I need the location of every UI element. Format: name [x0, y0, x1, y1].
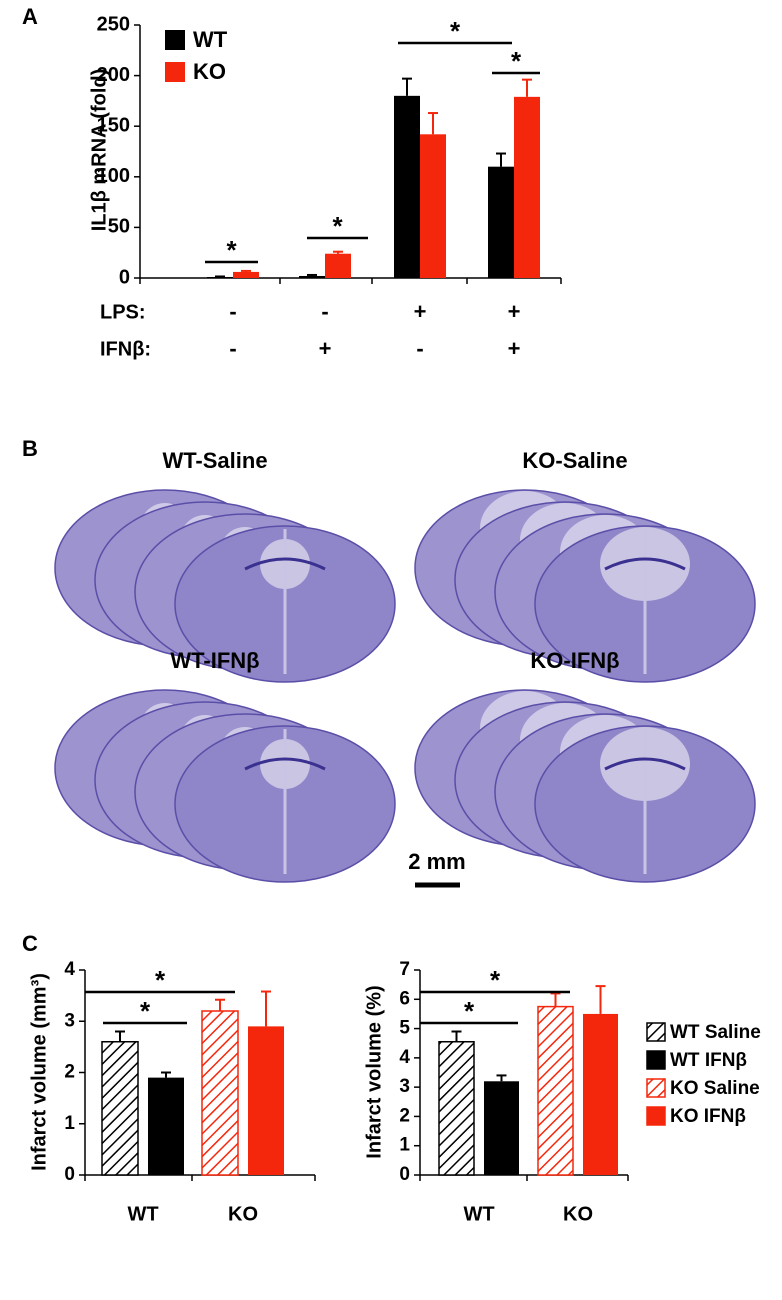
significance-star: *: [140, 996, 151, 1026]
bar: [248, 1026, 284, 1175]
y-tick-label: 1: [64, 1113, 75, 1134]
legend-swatch: [646, 1022, 666, 1042]
image-label: KO-IFNβ: [530, 648, 619, 673]
condition-value: +: [414, 299, 427, 324]
image-label: KO-Saline: [522, 448, 627, 473]
y-axis-label: IL1β mRNA (fold): [88, 69, 110, 232]
bar: [438, 1041, 475, 1176]
condition-value: -: [229, 336, 236, 361]
y-tick-label: 3: [399, 1076, 410, 1097]
y-axis-label: Infarct volume (mm³): [28, 973, 50, 1171]
significance-star: *: [155, 965, 166, 995]
bar: [394, 95, 420, 278]
legend-label: WT IFNβ: [670, 1050, 747, 1071]
legend-label: KO IFNβ: [670, 1106, 746, 1127]
panel-label: C: [22, 931, 38, 956]
bar: [420, 134, 446, 278]
significance-star: *: [490, 965, 501, 995]
bar: [299, 275, 325, 278]
bar: [583, 1013, 618, 1175]
y-tick-label: 2: [399, 1105, 410, 1126]
significance-star: *: [450, 16, 461, 46]
significance-star: *: [511, 46, 522, 76]
significance-star: *: [226, 235, 237, 265]
y-tick-label: 7: [399, 959, 410, 980]
y-tick-label: 0: [64, 1164, 75, 1185]
condition-value: +: [508, 299, 521, 324]
x-tick-label: KO: [228, 1203, 258, 1225]
y-tick-label: 3: [64, 1010, 75, 1031]
bar: [207, 276, 233, 278]
condition-label: LPS:: [100, 301, 146, 323]
y-axis-label: Infarct volume (%): [363, 985, 385, 1158]
ventricle: [604, 757, 686, 771]
x-tick-label: WT: [127, 1203, 158, 1225]
ventricle: [244, 557, 326, 571]
y-tick-label: 0: [399, 1164, 410, 1185]
y-tick-label: 2: [64, 1062, 75, 1083]
image-label: WT-Saline: [162, 448, 267, 473]
condition-value: -: [229, 299, 236, 324]
y-tick-label: 0: [119, 266, 130, 288]
bar: [537, 1005, 574, 1176]
bar: [488, 166, 514, 278]
scale-bar-label: 2 mm: [408, 849, 465, 874]
significance-star: *: [332, 211, 343, 241]
legend-label: KO: [193, 59, 226, 84]
bar: [201, 1010, 239, 1176]
y-tick-label: 50: [108, 216, 130, 238]
condition-label: IFNβ:: [100, 338, 151, 360]
legend-swatch: [646, 1078, 666, 1098]
panel-label: A: [22, 4, 38, 29]
condition-value: +: [319, 336, 332, 361]
condition-value: +: [508, 336, 521, 361]
panel-label: B: [22, 436, 38, 461]
bar: [325, 253, 351, 278]
bar: [233, 271, 259, 278]
y-tick-label: 6: [399, 988, 410, 1009]
bar: [148, 1077, 184, 1175]
y-tick-label: 4: [399, 1047, 410, 1068]
legend-label: KO Saline: [670, 1078, 760, 1099]
significance-star: *: [464, 996, 475, 1026]
legend-label: WT: [193, 27, 228, 52]
legend-swatch: [165, 62, 185, 82]
ventricle: [604, 557, 686, 571]
y-tick-label: 250: [97, 13, 130, 35]
condition-value: -: [416, 336, 423, 361]
bar: [484, 1081, 519, 1175]
bar: [514, 96, 540, 279]
y-tick-label: 150: [97, 114, 130, 136]
y-tick-label: 100: [97, 165, 130, 187]
y-tick-label: 1: [399, 1135, 410, 1156]
ventricle: [244, 757, 326, 771]
y-tick-label: 5: [399, 1018, 410, 1039]
x-tick-label: WT: [463, 1203, 494, 1225]
condition-value: -: [321, 299, 328, 324]
x-tick-label: KO: [563, 1203, 593, 1225]
y-tick-label: 4: [64, 959, 75, 980]
y-tick-label: 200: [97, 64, 130, 86]
legend-swatch: [646, 1050, 666, 1070]
legend-label: WT Saline: [670, 1022, 761, 1043]
legend-swatch: [165, 30, 185, 50]
legend-swatch: [646, 1106, 666, 1126]
image-label: WT-IFNβ: [170, 648, 259, 673]
bar: [101, 1041, 139, 1176]
